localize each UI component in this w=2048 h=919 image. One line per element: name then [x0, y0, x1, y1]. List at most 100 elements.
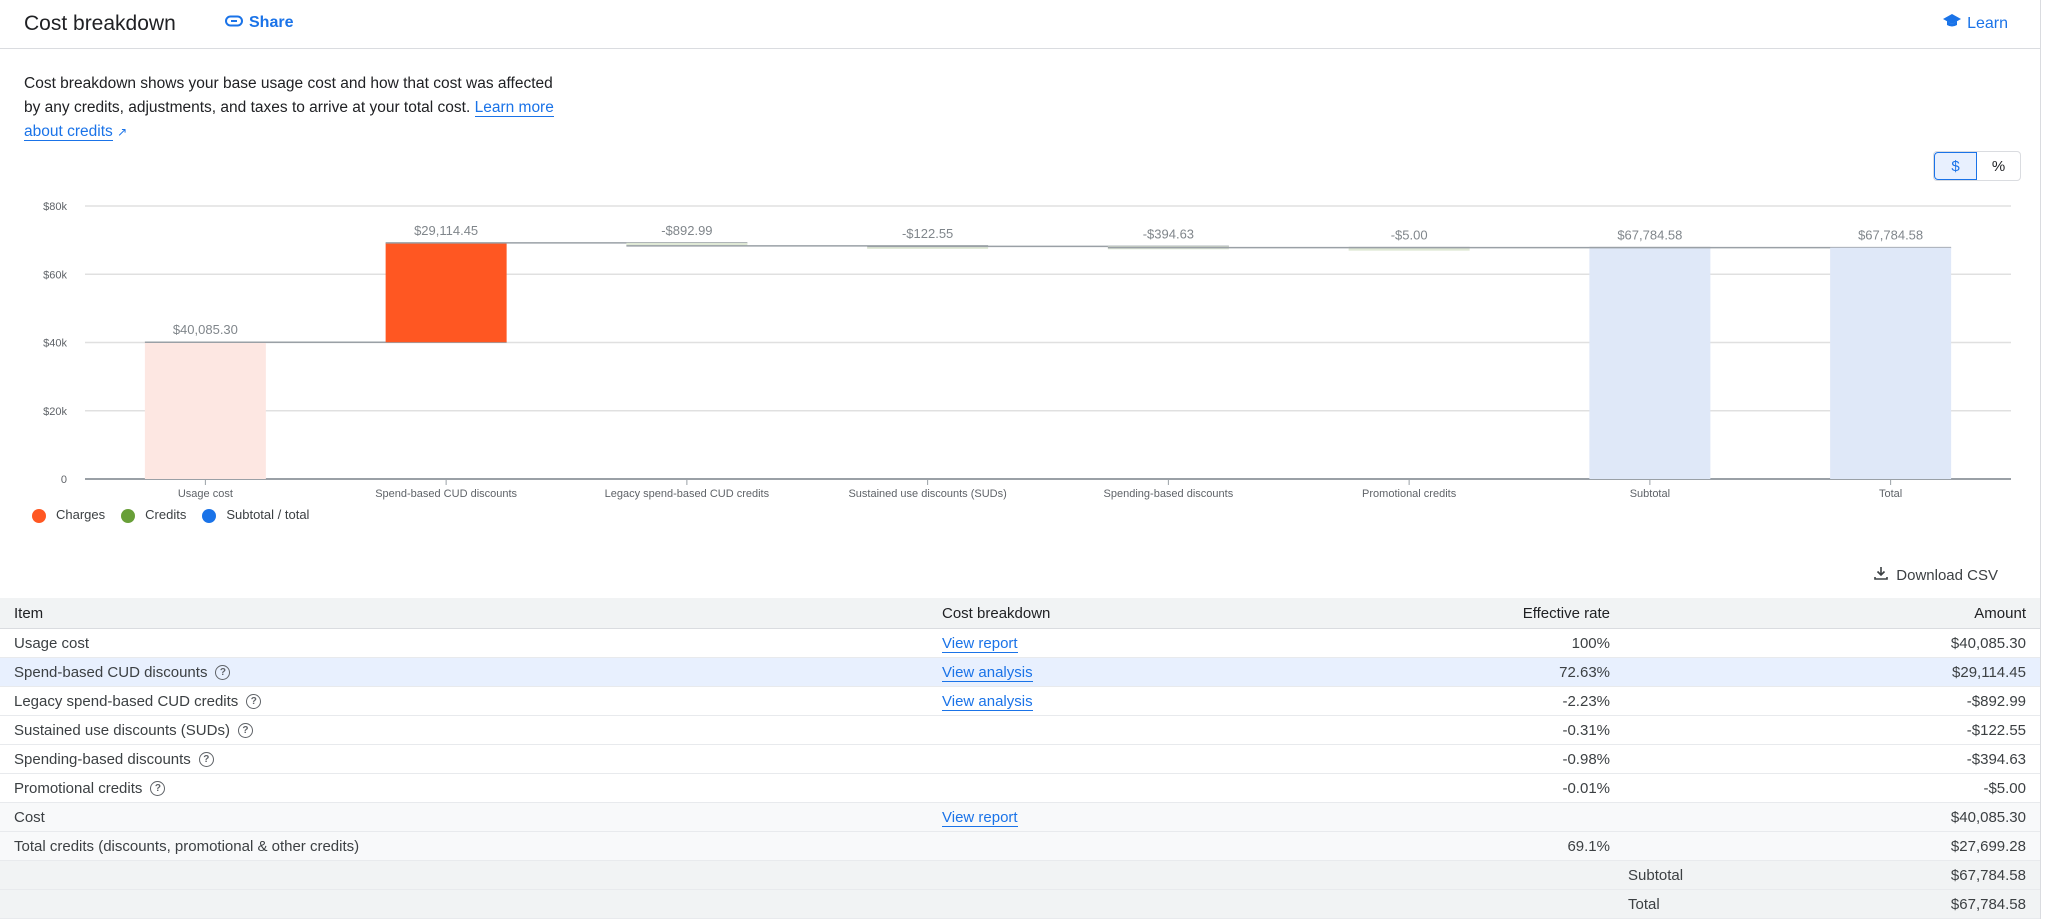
view-link[interactable]: View analysis [942, 663, 1033, 682]
breakdown-cell [928, 744, 1356, 774]
legend-item-subtotal[interactable]: Subtotal / total [202, 507, 309, 523]
school-icon [1943, 14, 1962, 33]
subtotal-label: Subtotal [1628, 867, 1684, 884]
x-tick-label: Subtotal [1630, 488, 1670, 500]
item-label: Sustained use discounts (SUDs) [14, 721, 230, 739]
x-tick-label: Total [1879, 488, 1902, 500]
legend-label: Credits [145, 507, 187, 522]
item-cell: Spend-based CUD discounts? [0, 657, 928, 687]
breakdown-cell: View analysis [928, 686, 1356, 716]
amount-cell: -$5.00 [1624, 773, 2040, 803]
view-link[interactable]: View report [942, 808, 1018, 827]
y-tick-label: $80k [43, 201, 67, 213]
table-row: Cost View report $40,085.30 [0, 802, 2040, 832]
empty-cell [0, 889, 928, 919]
rate-cell: 100% [1356, 628, 1624, 658]
legend-item-charges[interactable]: Charges [32, 507, 105, 523]
page-title: Cost breakdown [24, 12, 176, 35]
table-row: Spend-based CUD discounts? View analysis… [0, 657, 2040, 687]
subtotal-row: Subtotal $67,784.58 [0, 860, 2040, 890]
empty-cell: Total [1356, 889, 1660, 919]
charges-dot-icon [32, 508, 46, 523]
learn-more-credits-link[interactable]: Learn more about credits [24, 99, 554, 141]
bar [1589, 247, 1711, 479]
table-row: Spending-based discounts? -0.98% -$394.6… [0, 744, 2040, 774]
unit-toggle[interactable]: $ % [1933, 151, 2021, 181]
item-label: Promotional credits [14, 779, 143, 797]
rate-cell: -0.31% [1356, 715, 1624, 745]
amount-cell: $29,114.45 [1624, 657, 2040, 687]
download-csv-button[interactable]: Download CSV [1874, 566, 1998, 584]
breakdown-cell [928, 773, 1356, 803]
rate-cell [1356, 802, 1624, 832]
table-row: Sustained use discounts (SUDs)? -0.31% -… [0, 715, 2040, 745]
breakdown-cell: View analysis [928, 657, 1356, 687]
breakdown-cell: View report [928, 628, 1356, 658]
rate-cell: -0.98% [1356, 744, 1624, 774]
item-cell: Promotional credits? [0, 773, 928, 803]
x-tick-label: Legacy spend-based CUD credits [605, 488, 770, 500]
help-icon[interactable]: ? [150, 781, 166, 797]
view-link[interactable]: View analysis [942, 692, 1033, 711]
help-icon[interactable]: ? [246, 694, 262, 710]
x-tick-label: Spending-based discounts [1104, 488, 1234, 500]
amount-cell: $40,085.30 [1624, 628, 2040, 658]
share-button[interactable]: Share [225, 14, 293, 32]
item-label: Spending-based discounts [14, 750, 191, 768]
rate-cell: -2.23% [1356, 686, 1624, 716]
item-cell: Usage cost [0, 628, 928, 658]
empty-cell [928, 889, 1356, 919]
subtotal-dot-icon [202, 508, 217, 523]
bar [144, 342, 266, 479]
toggle-dollar[interactable]: $ [1934, 152, 1977, 180]
help-icon[interactable]: ? [237, 723, 253, 739]
amount-cell: -$122.55 [1624, 715, 2040, 745]
link-text: Learn more about credits [24, 99, 554, 140]
empty-cell: Subtotal [1356, 860, 1683, 890]
col-cost-breakdown: Cost breakdown [928, 598, 1356, 629]
total-amount: $67,784.58 [1624, 889, 2040, 919]
item-cell: Legacy spend-based CUD credits? [0, 686, 928, 716]
data-label: -$5.00 [1391, 228, 1428, 243]
y-tick-label: $40k [43, 338, 67, 350]
bar [1348, 247, 1470, 251]
cost-table: Item Cost breakdown Effective rate Amoun… [0, 598, 2040, 919]
help-icon[interactable]: ? [198, 752, 214, 768]
x-tick-label: Spend-based CUD discounts [375, 488, 517, 500]
y-tick-label: $60k [43, 269, 67, 281]
empty-cell [0, 860, 928, 890]
bar [626, 242, 748, 246]
table-row: Total credits (discounts, promotional & … [0, 831, 2040, 861]
data-label: $40,085.30 [173, 322, 238, 337]
help-icon[interactable]: ? [215, 665, 231, 681]
waterfall-chart: 0 $20k $40k $60k $80k $40,085.30 Usage cost $29… [43, 201, 2011, 500]
data-label: -$394.63 [1143, 226, 1194, 241]
toggle-percent[interactable]: % [1991, 157, 2006, 175]
data-label: -$892.99 [661, 223, 712, 238]
download-label: Download CSV [1896, 566, 1998, 584]
x-tick-label: Promotional credits [1362, 488, 1457, 500]
data-label: $29,114.45 [414, 223, 478, 238]
item-cell: Sustained use discounts (SUDs)? [0, 715, 928, 745]
chart-legend: Charges Credits Subtotal / total [32, 507, 309, 523]
breakdown-cell [928, 831, 1356, 861]
view-link[interactable]: View report [942, 634, 1018, 653]
empty-cell [928, 860, 1356, 890]
table-row: Legacy spend-based CUD credits? View ana… [0, 686, 2040, 716]
legend-label: Charges [56, 507, 106, 522]
legend-item-credits[interactable]: Credits [121, 507, 186, 523]
amount-cell: $40,085.30 [1624, 802, 2040, 832]
learn-label: Learn [1967, 14, 2008, 32]
rate-cell: 69.1% [1356, 831, 1624, 861]
bar [1830, 247, 1952, 479]
learn-button[interactable]: Learn [1943, 14, 2008, 33]
data-label: $67,784.58 [1858, 228, 1923, 243]
table-header: Item Cost breakdown Effective rate Amoun… [0, 598, 2040, 629]
item-label: Spend-based CUD discounts [14, 663, 208, 681]
description: Cost breakdown shows your base usage cos… [24, 72, 554, 144]
y-tick-label: $20k [43, 406, 67, 418]
x-tick-label: Sustained use discounts (SUDs) [848, 488, 1006, 500]
item-label: Total credits (discounts, promotional & … [14, 837, 360, 855]
table-row: Usage cost View report 100% $40,085.30 [0, 628, 2040, 658]
data-label: -$122.55 [902, 226, 953, 241]
